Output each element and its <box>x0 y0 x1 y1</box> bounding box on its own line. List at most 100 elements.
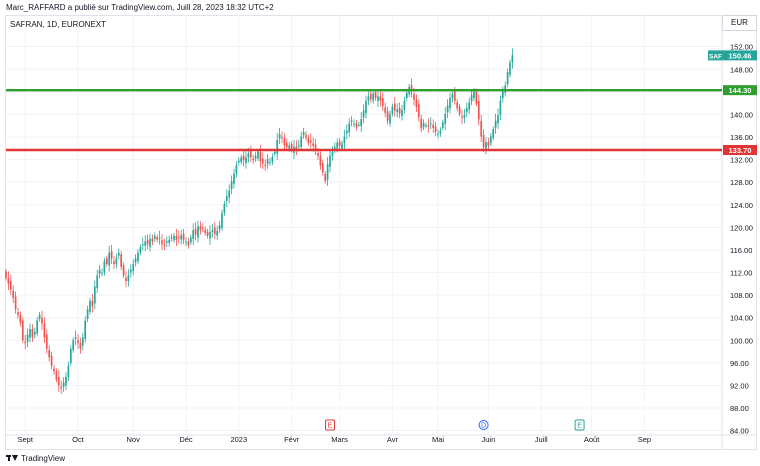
support-resistance-lines[interactable] <box>6 88 722 152</box>
candle-body <box>77 340 79 344</box>
last-price-tag <box>723 50 757 61</box>
candle-body <box>242 155 245 161</box>
candle-body <box>264 164 267 166</box>
time-axis[interactable]: Sept Oct Nov Déc 2023 Févr Mars Avr Mai Juin Juill… <box>17 435 651 444</box>
candle-body <box>453 91 456 101</box>
candle-body <box>36 320 39 334</box>
candle-body <box>69 348 72 363</box>
candle-body <box>144 241 147 246</box>
candle-body <box>261 158 264 164</box>
candle-body <box>389 113 391 124</box>
candle-body <box>511 55 514 63</box>
candle-body <box>458 106 461 114</box>
candle-body <box>33 331 36 335</box>
candle-body <box>120 254 123 267</box>
candle-body <box>62 382 65 387</box>
candle-body <box>249 150 252 158</box>
candle-body <box>26 334 29 342</box>
candle-body <box>14 296 17 310</box>
candle-body <box>156 237 159 240</box>
candle-body <box>146 240 149 245</box>
candle-body <box>317 152 319 156</box>
currency-selector[interactable]: EUR <box>722 15 757 31</box>
candle-body <box>122 265 125 276</box>
tradingview-logo-icon <box>6 454 18 462</box>
level-price-label: 133.70 <box>729 146 752 155</box>
candle-body <box>329 155 331 167</box>
candle-body <box>38 314 41 320</box>
price-axis[interactable]: 152.00148.00144.00140.00136.00132.00128.… <box>730 43 753 436</box>
candle-body <box>374 92 377 99</box>
candle-body <box>84 320 87 339</box>
candle-body <box>98 269 101 274</box>
candle-body <box>129 269 132 273</box>
grid-lines <box>5 15 757 450</box>
symbol-title: SAFRAN, 1D, EURONEXT <box>10 20 107 29</box>
candle-body <box>506 72 509 85</box>
candle-body <box>420 118 423 129</box>
candle-body <box>377 96 379 101</box>
candle-body <box>45 334 48 349</box>
candle-body <box>465 108 468 113</box>
candle-body <box>350 120 353 123</box>
x-tick-label: Nov <box>127 435 141 444</box>
event-marker-label: D <box>481 423 486 430</box>
candle-body <box>331 151 334 156</box>
candle-body <box>182 233 185 240</box>
level-price-label: 144.30 <box>729 86 752 95</box>
candle-body <box>398 107 401 114</box>
candle-body <box>482 135 485 148</box>
y-tick-label: 112.00 <box>730 269 752 278</box>
candle-body <box>487 142 490 147</box>
y-tick-label: 132.00 <box>730 156 753 165</box>
x-tick-label: Avr <box>387 435 399 444</box>
candle-body <box>67 365 70 377</box>
candle-body <box>345 130 348 134</box>
candle-body <box>31 328 34 338</box>
earnings-marker-icon <box>574 419 585 431</box>
candle-body <box>290 144 293 151</box>
candle-body <box>19 314 22 324</box>
candle-body <box>237 160 240 163</box>
candle-body <box>81 337 84 346</box>
candle-body <box>197 226 199 238</box>
candle-body <box>43 323 46 338</box>
candle-body <box>60 386 63 389</box>
candle-body <box>221 213 223 228</box>
candle-body <box>117 252 120 256</box>
candle-body <box>403 100 406 110</box>
candle-body <box>245 157 247 163</box>
candle-body <box>41 317 43 324</box>
candle-body <box>108 252 111 266</box>
candle-body <box>393 103 396 111</box>
symbol-tag <box>708 50 723 61</box>
candle-body <box>259 151 262 162</box>
x-tick-label: Mai <box>432 435 444 444</box>
candle-body <box>353 123 355 125</box>
candle-body <box>48 350 51 358</box>
candle-body <box>233 173 235 184</box>
candle-body <box>324 173 327 182</box>
candle-body <box>425 125 427 127</box>
candle-body <box>441 122 444 128</box>
candle-body <box>348 123 351 133</box>
candle-body <box>21 320 24 341</box>
candle-body <box>309 140 312 143</box>
candle-body <box>413 94 415 100</box>
candle-body <box>336 142 339 149</box>
candle-body <box>211 230 214 232</box>
candle-body <box>369 93 372 100</box>
candle-body <box>125 278 127 281</box>
candle-body <box>158 237 161 239</box>
candle-body <box>405 92 408 99</box>
candle-body <box>326 164 329 180</box>
candle-body <box>480 120 483 137</box>
candle-body <box>74 337 77 339</box>
y-tick-label: 92.00 <box>730 381 749 390</box>
candle-body <box>343 136 346 144</box>
x-tick-label: Déc <box>179 435 193 444</box>
y-tick-label: 152.00 <box>730 43 753 52</box>
candle-body <box>485 142 487 151</box>
